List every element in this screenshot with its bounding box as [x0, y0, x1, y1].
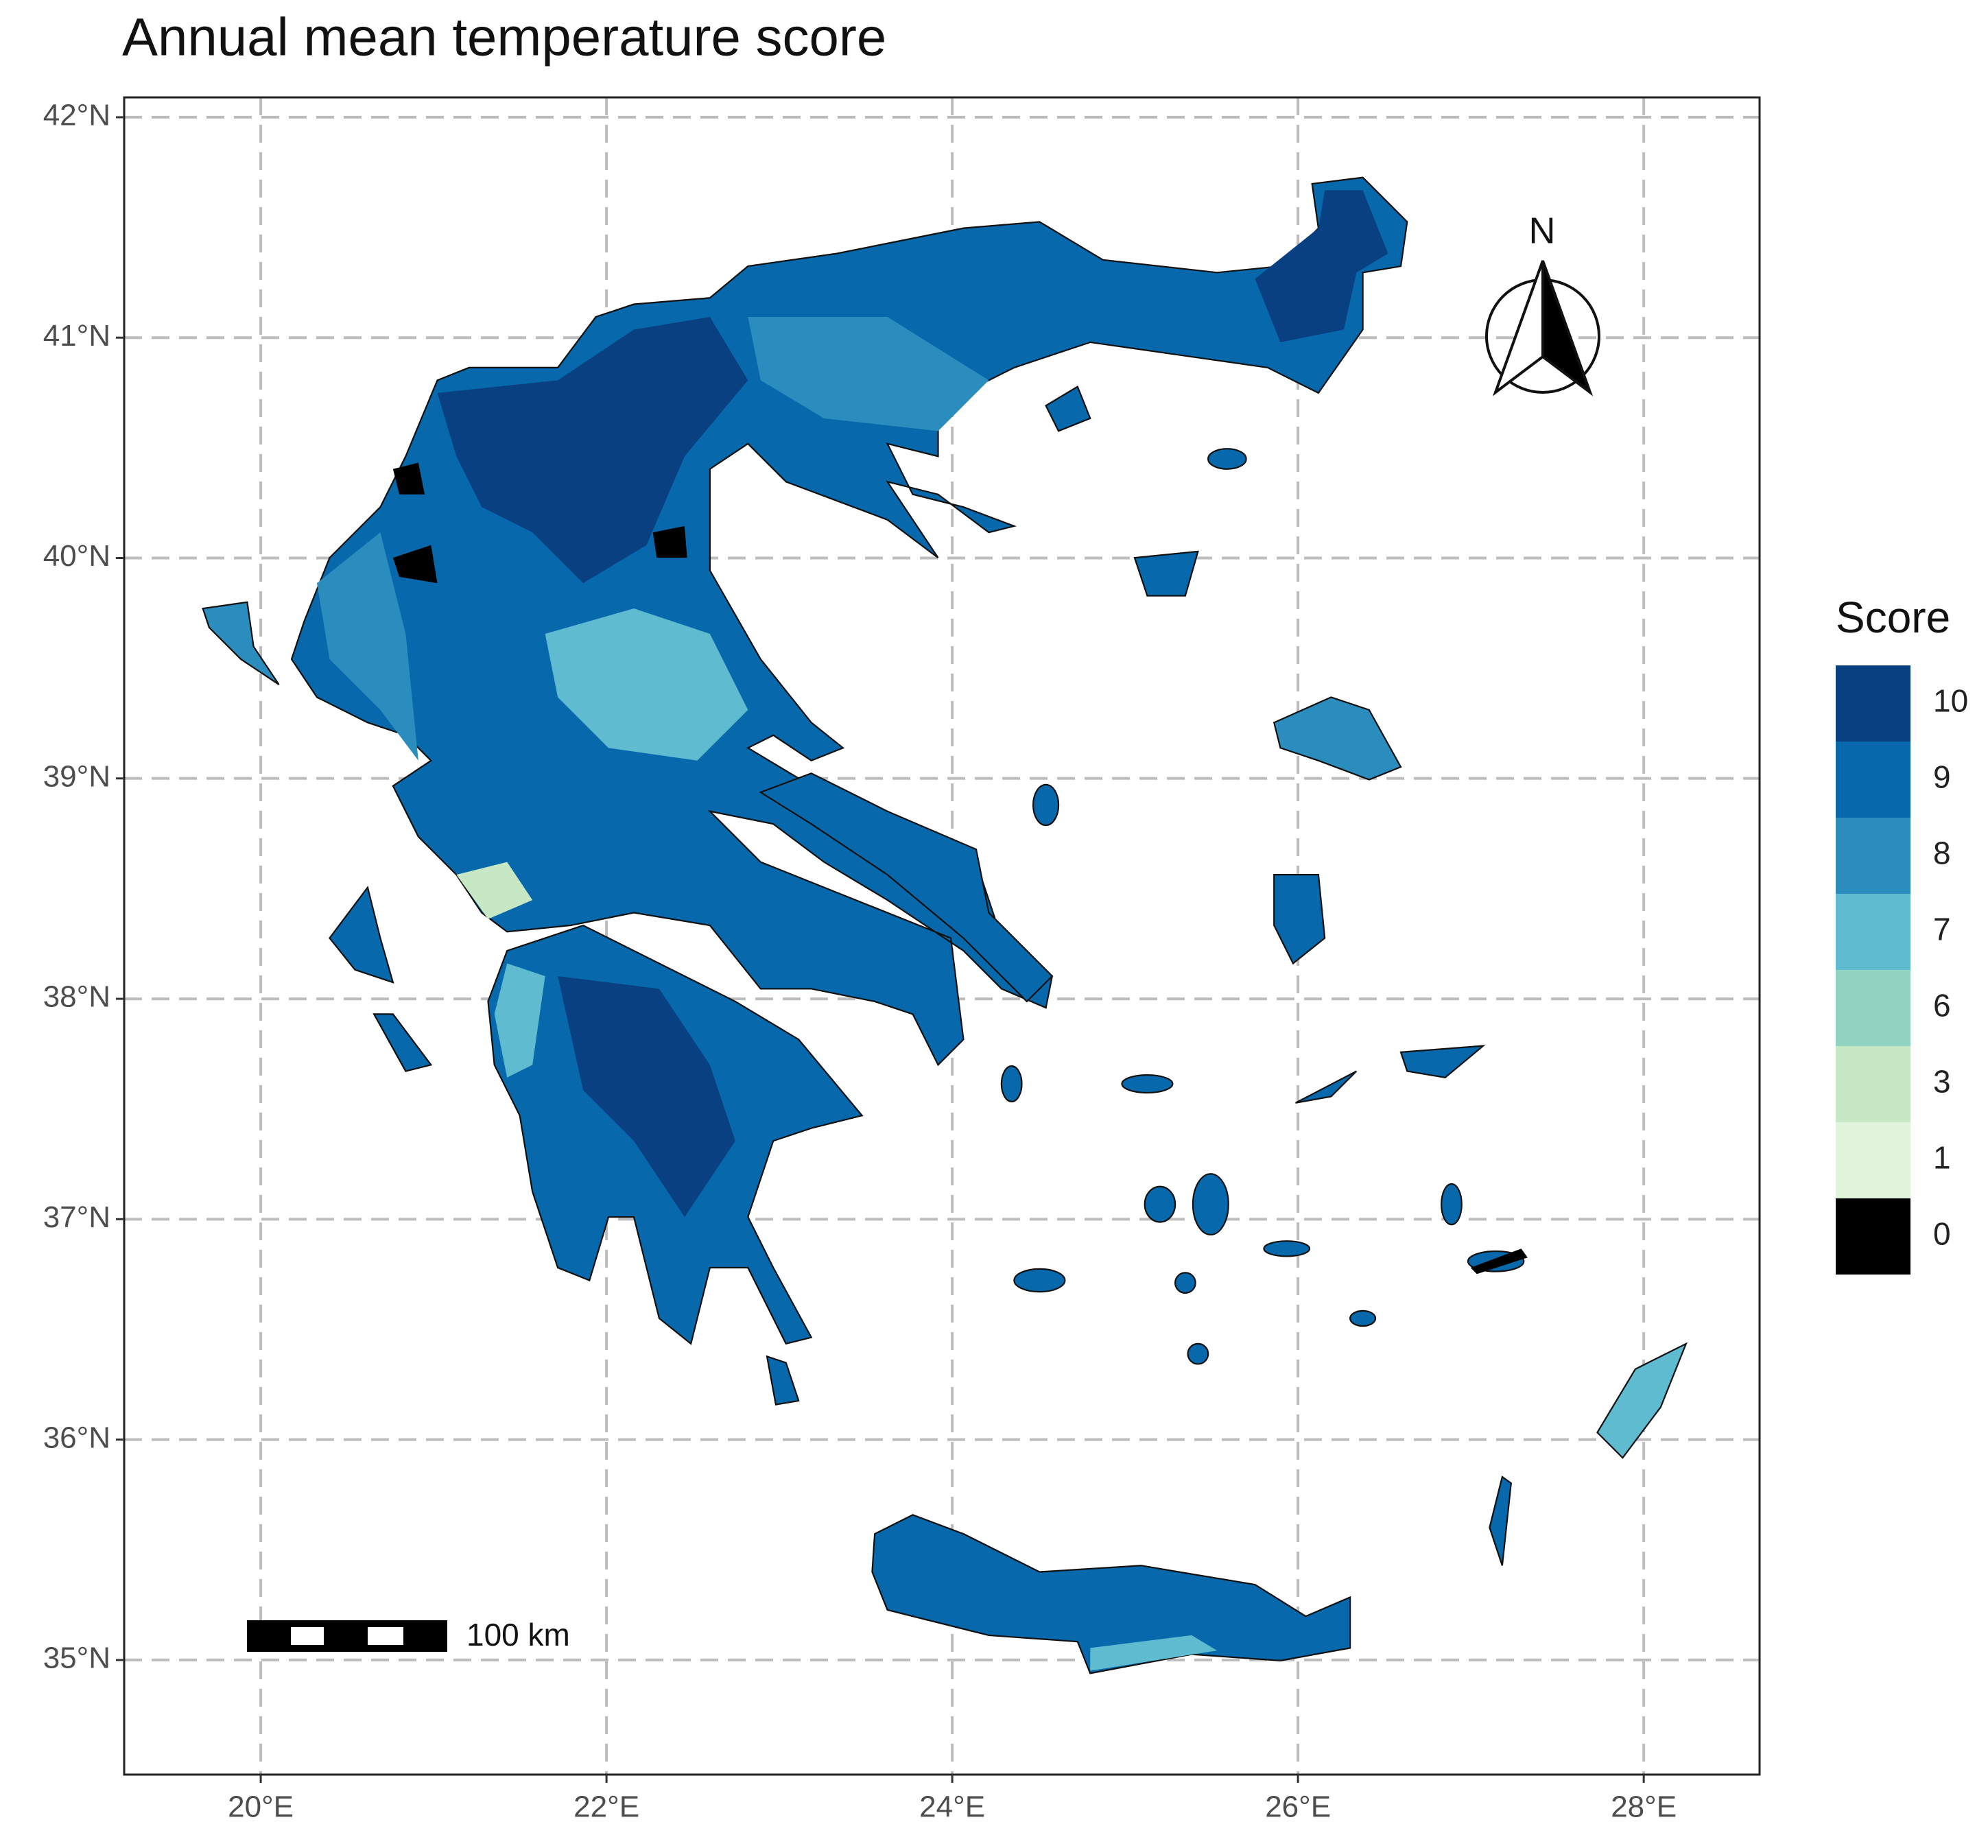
scale-bar-label: 100 km — [466, 1617, 570, 1652]
ikaria — [1295, 1070, 1358, 1104]
y-tick-label: 35°N — [43, 1642, 110, 1675]
legend-swatch — [1836, 1122, 1910, 1198]
kythira — [766, 1355, 800, 1406]
kefalonia — [329, 886, 394, 984]
y-tick-label: 39°N — [43, 759, 110, 793]
thasos — [1045, 386, 1091, 432]
patch — [317, 532, 418, 761]
legend-label: 10 — [1933, 683, 1968, 719]
legend-swatch — [1836, 970, 1910, 1046]
legend-title: Score — [1836, 593, 1950, 642]
y-tick-label: 40°N — [43, 539, 110, 573]
score-patches — [317, 190, 1528, 1671]
panel-border — [123, 96, 1761, 1776]
legend-swatch — [1836, 665, 1910, 742]
y-tick-label: 37°N — [43, 1200, 110, 1234]
chios — [1273, 874, 1326, 965]
island — [1263, 1240, 1311, 1257]
north-arrow-right — [1541, 260, 1594, 396]
legend-label: 7 — [1933, 912, 1951, 947]
legend-label: 1 — [1933, 1140, 1951, 1176]
legend-label: 8 — [1933, 836, 1951, 871]
map-title: Annual mean temperature score — [122, 7, 886, 67]
rhodes — [1596, 1342, 1688, 1459]
patch — [456, 862, 533, 919]
crete — [871, 1514, 1351, 1674]
patch — [1255, 190, 1388, 342]
zakynthos — [372, 1013, 433, 1072]
legend-swatch — [1836, 1046, 1910, 1122]
island — [1032, 783, 1060, 827]
island — [1441, 1183, 1463, 1226]
x-tick-label: 24°E — [919, 1790, 985, 1824]
island — [1121, 1074, 1174, 1094]
patch — [652, 525, 687, 558]
island — [1192, 1173, 1229, 1236]
y-tick-label: 42°N — [43, 99, 110, 132]
patch — [392, 462, 425, 495]
patch — [437, 317, 748, 584]
scale-bar: 100 km — [247, 1617, 570, 1652]
patch — [1090, 1635, 1218, 1671]
x-tick-label: 26°E — [1265, 1790, 1331, 1824]
patch — [545, 608, 748, 761]
patch — [392, 545, 438, 584]
scale-bar-frame — [247, 1620, 447, 1652]
island — [1349, 1310, 1377, 1327]
patch — [558, 975, 735, 1218]
island — [1174, 1272, 1196, 1294]
samos — [1399, 1045, 1486, 1078]
corfu — [202, 601, 280, 685]
y-tick-label: 41°N — [43, 319, 110, 353]
evia — [759, 772, 1054, 1003]
legend-swatch — [1836, 742, 1910, 818]
skyros — [1133, 550, 1199, 597]
legend-label: 3 — [1933, 1064, 1951, 1100]
legend-label: 9 — [1933, 759, 1951, 795]
island — [1144, 1185, 1176, 1223]
legend-swatch — [1836, 894, 1910, 970]
legend-label: 6 — [1933, 988, 1951, 1023]
karpathos — [1489, 1476, 1512, 1566]
patch — [494, 963, 545, 1078]
patch — [1470, 1248, 1528, 1275]
legend-label: 0 — [1933, 1216, 1951, 1252]
scale-bar-segment — [368, 1627, 403, 1645]
y-tick-label: 38°N — [43, 980, 110, 1014]
north-arrow: N — [1485, 210, 1600, 396]
island — [1000, 1065, 1023, 1103]
island — [1187, 1342, 1209, 1365]
x-tick-label: 28°E — [1611, 1790, 1677, 1824]
x-tick-label: 22°E — [573, 1790, 639, 1824]
lesvos — [1273, 696, 1402, 781]
legend-swatch — [1836, 818, 1910, 894]
legend-swatch — [1836, 1198, 1910, 1275]
y-tick-label: 36°N — [43, 1421, 110, 1454]
island — [1013, 1268, 1066, 1293]
x-tick-label: 20°E — [228, 1790, 294, 1824]
north-label: N — [1529, 210, 1556, 251]
scale-bar-segment — [291, 1627, 324, 1645]
patch — [748, 317, 989, 431]
island — [1207, 448, 1247, 470]
